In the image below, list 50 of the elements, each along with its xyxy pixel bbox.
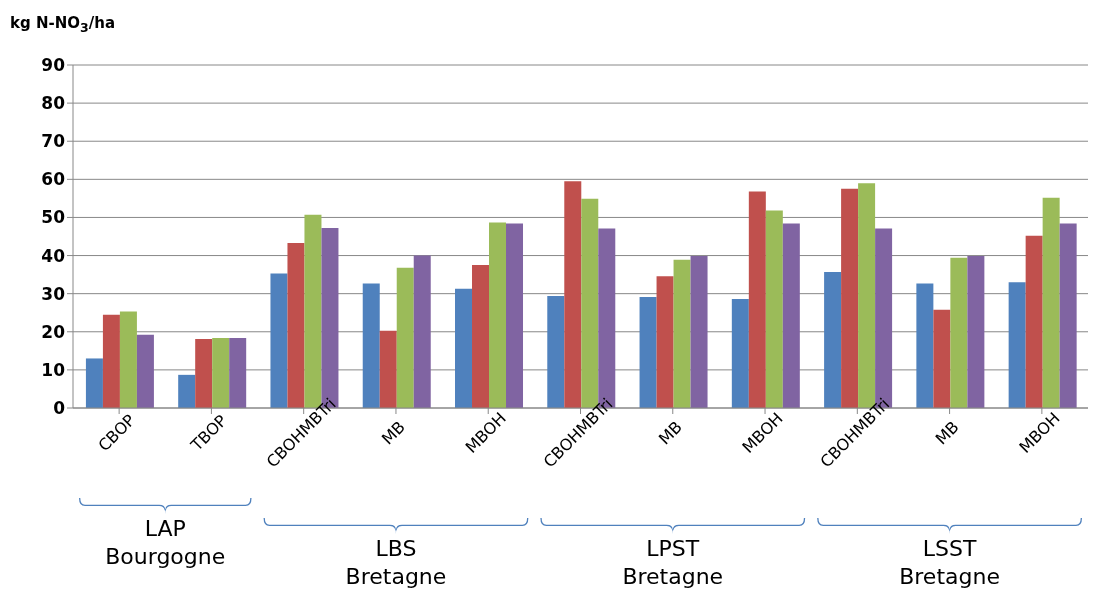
y-axis-title: kg N-NO$_{3}$/ha <box>10 14 116 35</box>
bar <box>396 267 414 408</box>
bar <box>362 283 380 408</box>
y-tick-label: 10 <box>41 359 66 380</box>
bar <box>178 374 196 408</box>
bar <box>916 283 934 408</box>
bar <box>656 276 674 408</box>
bar <box>782 223 800 408</box>
bar <box>1059 223 1077 408</box>
text: LPST Bretagne <box>622 536 724 589</box>
bar <box>136 334 154 408</box>
bar <box>119 311 137 408</box>
y-tick-label: 40 <box>41 245 66 266</box>
bar <box>229 337 247 408</box>
bar <box>765 210 783 408</box>
bar <box>85 358 103 408</box>
text: LAP Bourgogne <box>105 516 226 569</box>
y-tick-label: 60 <box>41 169 66 190</box>
bar <box>212 337 230 408</box>
bar <box>1008 282 1026 408</box>
bar <box>748 191 766 408</box>
bar <box>1042 197 1060 408</box>
y-tick-label: 30 <box>41 283 66 304</box>
y-tick-label: 20 <box>41 321 66 342</box>
y-tick-label: 90 <box>41 55 66 76</box>
text: LBS Bretagne <box>345 536 447 589</box>
bar <box>506 223 524 408</box>
bar <box>967 255 985 408</box>
bar <box>950 257 968 408</box>
bar <box>472 265 490 408</box>
bar <box>379 330 397 408</box>
bar <box>489 222 507 408</box>
x-tick-label: MB <box>931 417 963 449</box>
bar <box>455 288 473 408</box>
bar <box>195 339 213 408</box>
bar <box>413 255 431 408</box>
text: LSST Bretagne <box>899 536 1000 589</box>
bar <box>639 297 657 408</box>
y-tick-label: 70 <box>41 131 66 152</box>
x-tick-label: MB <box>654 417 686 449</box>
bar <box>690 255 708 408</box>
bar <box>731 299 749 408</box>
bar <box>1025 235 1043 408</box>
x-tick-label: MB <box>378 417 409 449</box>
y-tick-label: 80 <box>41 93 66 114</box>
bar <box>102 314 120 408</box>
bar <box>933 309 951 408</box>
y-tick-label: 50 <box>41 207 66 228</box>
y-tick-label: 0 <box>53 398 66 419</box>
bar <box>673 259 691 408</box>
